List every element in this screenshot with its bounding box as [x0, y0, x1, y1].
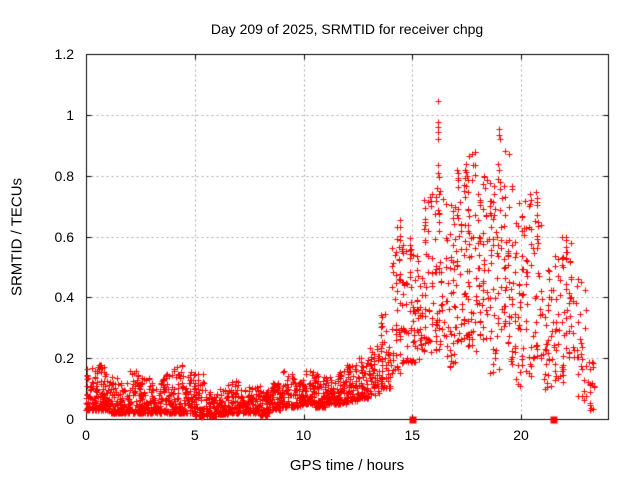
y-tick-label: 1 [66, 106, 74, 123]
x-tick-label: 5 [190, 427, 199, 443]
y-tick-label: 1.2 [54, 46, 74, 62]
y-tick-label: 0.4 [54, 289, 74, 306]
x-tick-label: 15 [404, 427, 421, 443]
chart-title: Day 209 of 2025, SRMTID for receiver chp… [210, 21, 484, 37]
x-tick-label: 0 [82, 427, 90, 443]
x-tick-label: 20 [513, 427, 529, 443]
y-axis-label: SRMTID / TECUs [8, 177, 26, 296]
y-tick-label: 0.6 [54, 228, 74, 245]
y-tick-label: 0.8 [54, 167, 74, 184]
y-tick-label: 0.2 [54, 350, 74, 367]
x-tick-label: 10 [295, 427, 312, 443]
x-axis-label: GPS time / hours [289, 457, 405, 474]
y-tick-label: 0 [66, 411, 74, 427]
